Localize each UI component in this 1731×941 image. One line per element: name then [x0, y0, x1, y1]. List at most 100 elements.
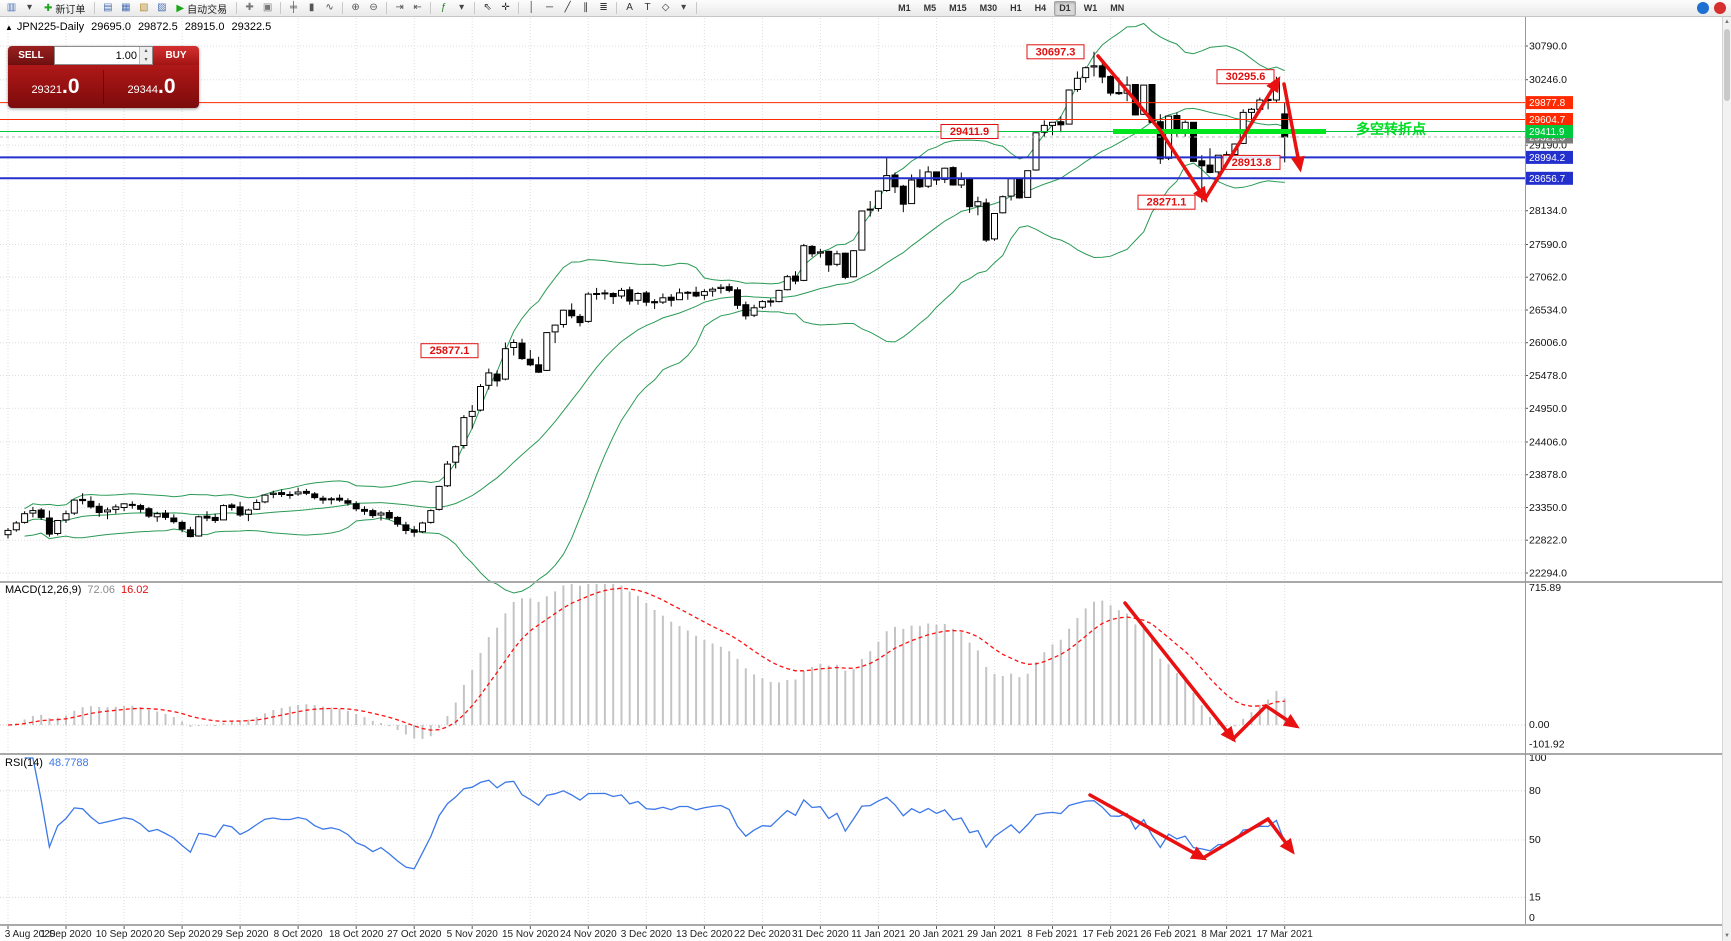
timeframe-button-H4[interactable]: H4	[1034, 2, 1047, 13]
svg-text:27062.0: 27062.0	[1529, 272, 1567, 284]
timeframe-button-D1[interactable]: D1	[1054, 0, 1076, 16]
auto-scroll-icon[interactable]: ⇥	[395, 2, 404, 13]
svg-text:15 Nov 2020: 15 Nov 2020	[502, 929, 559, 940]
price-annotation[interactable]: 25877.1	[420, 343, 479, 359]
timeframe-button-M1[interactable]: M1	[898, 2, 911, 13]
scrollbar-thumb[interactable]	[1724, 29, 1730, 101]
main-trend-arrows[interactable]	[1096, 54, 1305, 203]
toolbar-separator	[616, 2, 618, 14]
timeframe-button-W1[interactable]: W1	[1083, 2, 1098, 13]
svg-text:28913.8: 28913.8	[1232, 157, 1272, 169]
price-annotation[interactable]: 30295.6	[1216, 69, 1275, 85]
symbol-dropdown-icon[interactable]: ▾	[26, 2, 33, 13]
svg-text:28656.7: 28656.7	[1529, 174, 1566, 185]
candlestick-chart-icon[interactable]: ▮	[308, 2, 315, 13]
svg-text:10 Sep 2020: 10 Sep 2020	[96, 929, 153, 940]
toolbar-separator	[280, 2, 282, 14]
horizontal-line-icon[interactable]: ─	[546, 2, 554, 13]
lot-size-input[interactable]	[55, 47, 139, 64]
cursor-icon[interactable]: ⇖	[483, 2, 492, 13]
lot-increase-button[interactable]: ▴	[140, 47, 152, 56]
community-icon[interactable]	[1697, 2, 1709, 14]
rsi-levels	[0, 790, 1525, 898]
vertical-scrollbar[interactable]: ▲ ▼	[1722, 17, 1731, 941]
scroll-down-button[interactable]: ▼	[1724, 933, 1730, 939]
axis-price-badge: 29604.7	[1526, 113, 1573, 126]
buy-button[interactable]: BUY	[153, 46, 199, 65]
vertical-line-icon[interactable]: │	[528, 2, 535, 13]
notification-icon[interactable]	[1714, 2, 1726, 14]
scroll-up-button[interactable]: ▲	[1724, 19, 1730, 25]
bar-chart-icon[interactable]: ╪	[290, 2, 298, 13]
axis-price-badge: 29411.9	[1526, 125, 1573, 138]
svg-text:31 Dec 2020: 31 Dec 2020	[792, 929, 849, 940]
navigator-icon[interactable]: ▧	[139, 2, 149, 13]
fibonacci-icon[interactable]: ≣	[599, 2, 608, 13]
data-window-icon[interactable]: ▦	[121, 2, 131, 13]
svg-text:30295.6: 30295.6	[1226, 71, 1266, 83]
price-annotation[interactable]: 30697.3	[1026, 44, 1085, 60]
chart-symbol-icon[interactable]: ▥	[6, 2, 17, 13]
trendline-icon[interactable]: ╱	[564, 2, 571, 13]
line-chart-icon[interactable]: ∿	[325, 2, 334, 13]
toolbar-separator	[474, 2, 476, 14]
zoom-in-icon[interactable]: ⊕	[351, 2, 360, 13]
rsi-line	[24, 757, 1286, 870]
axis-price-badge: 28656.7	[1526, 171, 1573, 185]
svg-text:0.00: 0.00	[1529, 719, 1550, 731]
axis-price-badge: 29877.8	[1526, 96, 1573, 110]
indicators-icon[interactable]: ƒ	[440, 2, 447, 13]
toolbar-separator	[236, 2, 238, 14]
autotrading-button[interactable]: ▶ 自动交易	[171, 0, 232, 16]
indicators-dropdown-icon[interactable]: ▾	[459, 2, 465, 13]
svg-text:29604.7: 29604.7	[1529, 115, 1566, 126]
rsi-trend-arrows[interactable]	[1088, 793, 1295, 861]
chart-shift-icon[interactable]: ⇤	[413, 2, 422, 13]
crosshair-icon[interactable]: ✛	[501, 2, 510, 13]
sell-button[interactable]: SELL	[8, 46, 54, 65]
svg-text:8 Feb 2021: 8 Feb 2021	[1027, 929, 1078, 940]
new-order-button[interactable]: ✚ 新订单	[39, 0, 90, 16]
profiles-icon[interactable]: ▣	[262, 2, 273, 13]
arrows-dropdown-icon[interactable]: ▾	[681, 2, 687, 13]
timeframe-button-MN[interactable]: MN	[1110, 2, 1125, 13]
price-annotation[interactable]: 28913.8	[1222, 154, 1281, 170]
svg-text:22294.0: 22294.0	[1529, 568, 1567, 580]
text-icon[interactable]: A	[626, 2, 633, 13]
text-label-icon[interactable]: T	[644, 2, 651, 13]
lot-decrease-button[interactable]: ▾	[140, 55, 152, 64]
one-click-trade-panel: SELL ▴ ▾ BUY 29321.0 29344.0	[8, 46, 199, 108]
price-annotation[interactable]: 29411.9	[940, 124, 999, 139]
axis-price-badge: 28994.2	[1526, 150, 1573, 164]
channel-icon[interactable]: ∥	[583, 2, 589, 13]
panel-dividers[interactable]	[0, 17, 1722, 926]
svg-text:30697.3: 30697.3	[1036, 46, 1076, 58]
toolbar-separator	[696, 2, 698, 14]
timeframe-button-M30[interactable]: M30	[979, 2, 998, 13]
zoom-out-icon[interactable]: ⊖	[369, 2, 378, 13]
timeframe-button-M5[interactable]: M5	[923, 2, 937, 13]
svg-text:23350.0: 23350.0	[1529, 502, 1567, 514]
new-order-button-label: 新订单	[55, 4, 86, 16]
svg-text:23878.0: 23878.0	[1529, 469, 1567, 481]
svg-text:3 Dec 2020: 3 Dec 2020	[621, 929, 673, 940]
toolbar-separator	[342, 2, 344, 14]
sell-price-display[interactable]: 29321.0	[31, 74, 80, 98]
market-watch-icon[interactable]: ▤	[103, 2, 113, 13]
bollinger-bands	[24, 22, 1285, 594]
svg-text:20 Jan 2021: 20 Jan 2021	[909, 929, 964, 940]
price-annotation[interactable]: 28271.1	[1137, 194, 1196, 210]
terminal-icon[interactable]: ▨	[157, 2, 167, 13]
buy-price-display[interactable]: 29344.0	[127, 74, 176, 98]
macd-trend-arrows[interactable]	[1123, 601, 1300, 743]
svg-text:20 Sep 2020: 20 Sep 2020	[154, 929, 211, 940]
svg-text:50: 50	[1529, 834, 1541, 846]
svg-text:28271.1: 28271.1	[1147, 197, 1187, 209]
svg-text:5 Nov 2020: 5 Nov 2020	[447, 929, 499, 940]
new-chart-icon[interactable]: ✚	[245, 2, 254, 13]
shapes-icon[interactable]: ◇	[661, 2, 670, 13]
timeframe-button-M15[interactable]: M15	[949, 2, 967, 13]
timeframe-button-H1[interactable]: H1	[1010, 2, 1022, 13]
